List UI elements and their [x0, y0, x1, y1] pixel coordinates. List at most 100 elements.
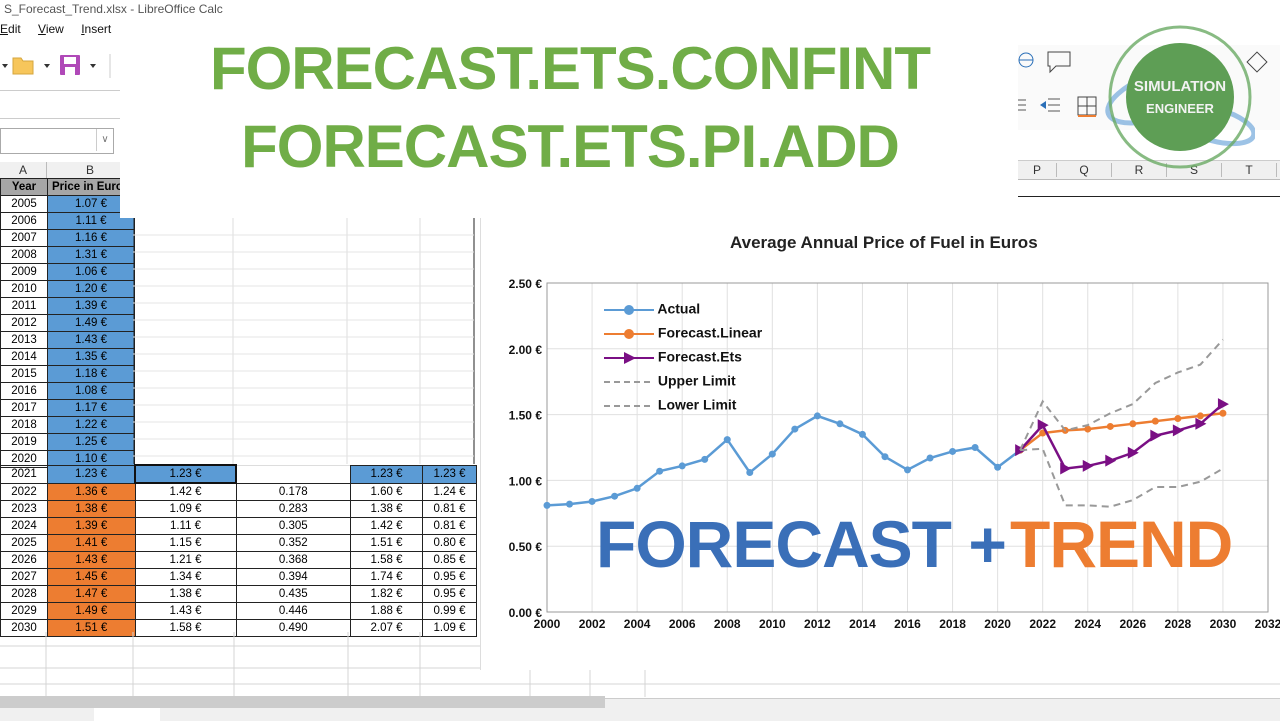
cell-upper[interactable]: 1.88 €: [350, 602, 423, 620]
column-header-t[interactable]: T: [1222, 163, 1277, 177]
menu-view[interactable]: View: [38, 22, 64, 36]
cell-lower[interactable]: 0.95 €: [422, 568, 477, 586]
chart-container[interactable]: [480, 218, 1280, 670]
cell-lower[interactable]: 1.23 €: [422, 464, 477, 484]
cell-lower[interactable]: 0.81 €: [422, 500, 477, 518]
cell-year[interactable]: 2005: [0, 195, 48, 213]
cell-upper[interactable]: 1.23 €: [350, 464, 423, 484]
cell-lower[interactable]: 0.81 €: [422, 517, 477, 535]
cell-price[interactable]: 1.25 €: [47, 433, 135, 451]
cell-linear[interactable]: 1.51 €: [47, 619, 136, 637]
cell-year[interactable]: 2027: [0, 568, 48, 586]
cell-confint[interactable]: 0.446: [235, 602, 351, 620]
cell-confint[interactable]: 0.283: [235, 500, 351, 518]
cell-year[interactable]: 2014: [0, 348, 48, 366]
column-header-q[interactable]: Q: [1057, 163, 1112, 177]
comment-icon[interactable]: [1047, 51, 1071, 74]
cell-linear[interactable]: 1.43 €: [47, 551, 136, 569]
column-header-p[interactable]: P: [1018, 163, 1057, 177]
cell-upper[interactable]: 2.07 €: [350, 619, 423, 637]
cell-ets[interactable]: 1.34 €: [134, 568, 237, 586]
cell-year[interactable]: 2021: [0, 464, 48, 484]
cell-upper[interactable]: 1.74 €: [350, 568, 423, 586]
cell-lower[interactable]: 0.85 €: [422, 551, 477, 569]
cell-year[interactable]: 2015: [0, 365, 48, 383]
cell-lower[interactable]: 0.99 €: [422, 602, 477, 620]
cell-price[interactable]: 1.06 €: [47, 263, 135, 281]
cell-ets[interactable]: 1.11 €: [134, 517, 237, 535]
cell-ets[interactable]: 1.43 €: [134, 602, 237, 620]
cell-ets[interactable]: 1.58 €: [134, 619, 237, 637]
cell-year[interactable]: 2012: [0, 314, 48, 332]
cell-price[interactable]: 1.17 €: [47, 399, 135, 417]
cell-year[interactable]: 2025: [0, 534, 48, 552]
name-box[interactable]: ∨: [0, 128, 114, 154]
decrease-indent-icon[interactable]: [1040, 98, 1060, 112]
cell-upper[interactable]: 1.82 €: [350, 585, 423, 603]
cell-price[interactable]: 1.43 €: [47, 331, 135, 349]
cell-confint[interactable]: 0.490: [235, 619, 351, 637]
column-header-r[interactable]: R: [1112, 163, 1167, 177]
menu-edit[interactable]: Edit: [0, 22, 21, 36]
cell-price[interactable]: 1.49 €: [47, 314, 135, 332]
cell-upper[interactable]: 1.51 €: [350, 534, 423, 552]
cell-upper[interactable]: 1.58 €: [350, 551, 423, 569]
cell-confint[interactable]: 0.305: [235, 517, 351, 535]
cell-year[interactable]: 2029: [0, 602, 48, 620]
cell-year[interactable]: 2019: [0, 433, 48, 451]
cell-price[interactable]: 1.31 €: [47, 246, 135, 264]
cell-price[interactable]: 1.39 €: [47, 297, 135, 315]
cell-year[interactable]: 2008: [0, 246, 48, 264]
cell-price[interactable]: 1.35 €: [47, 348, 135, 366]
cell-price[interactable]: 1.22 €: [47, 416, 135, 434]
cell-year[interactable]: 2009: [0, 263, 48, 281]
cell-year[interactable]: 2011: [0, 297, 48, 315]
cell-upper[interactable]: 1.38 €: [350, 500, 423, 518]
cell-year[interactable]: 2018: [0, 416, 48, 434]
column-header-s[interactable]: S: [1167, 163, 1222, 177]
save-icon[interactable]: [60, 55, 80, 75]
cell-ets-selected[interactable]: 1.23 €: [134, 464, 237, 484]
cell-price[interactable]: 1.20 €: [47, 280, 135, 298]
cell-ets[interactable]: 1.42 €: [134, 482, 237, 501]
cell-year[interactable]: 2028: [0, 585, 48, 603]
indent-icon[interactable]: [1018, 99, 1026, 111]
cell-lower[interactable]: 0.80 €: [422, 534, 477, 552]
cell-year[interactable]: 2024: [0, 517, 48, 535]
cell-ets[interactable]: 1.09 €: [134, 500, 237, 518]
cell-lower[interactable]: 0.95 €: [422, 585, 477, 603]
cell-upper[interactable]: 1.42 €: [350, 517, 423, 535]
cell-linear[interactable]: 1.39 €: [47, 517, 136, 535]
cell-confint[interactable]: 0.394: [235, 568, 351, 586]
cell-year[interactable]: 2006: [0, 212, 48, 230]
cell-price[interactable]: 1.11 €: [47, 212, 135, 230]
cell-confint[interactable]: [235, 464, 351, 484]
cell-linear[interactable]: 1.45 €: [47, 568, 136, 586]
cell-linear[interactable]: 1.36 €: [47, 482, 136, 501]
cell-price[interactable]: 1.16 €: [47, 229, 135, 247]
cell-year[interactable]: 2022: [0, 482, 48, 501]
cell-confint[interactable]: 0.352: [235, 534, 351, 552]
cell-lower[interactable]: 1.24 €: [422, 482, 477, 501]
cell-confint[interactable]: 0.435: [235, 585, 351, 603]
cell-linear[interactable]: 1.41 €: [47, 534, 136, 552]
cell-year[interactable]: 2026: [0, 551, 48, 569]
cell-price[interactable]: 1.18 €: [47, 365, 135, 383]
header-year[interactable]: Year: [0, 178, 48, 196]
cell-year[interactable]: 2016: [0, 382, 48, 400]
cell-year[interactable]: 2007: [0, 229, 48, 247]
chevron-down-icon[interactable]: ∨: [96, 129, 113, 151]
cell-price[interactable]: 1.08 €: [47, 382, 135, 400]
cell-upper[interactable]: 1.60 €: [350, 482, 423, 501]
cell-ets[interactable]: 1.38 €: [134, 585, 237, 603]
borders-icon[interactable]: [1077, 96, 1097, 117]
cell-lower[interactable]: 1.09 €: [422, 619, 477, 637]
open-folder-icon[interactable]: [12, 57, 34, 75]
menu-insert[interactable]: Insert: [81, 22, 112, 36]
cell-year[interactable]: 2030: [0, 619, 48, 637]
cell-linear[interactable]: 1.38 €: [47, 500, 136, 518]
cell-year[interactable]: 2013: [0, 331, 48, 349]
cell-year[interactable]: 2017: [0, 399, 48, 417]
cell-price[interactable]: 1.23 €: [47, 464, 136, 484]
cell-year[interactable]: 2023: [0, 500, 48, 518]
